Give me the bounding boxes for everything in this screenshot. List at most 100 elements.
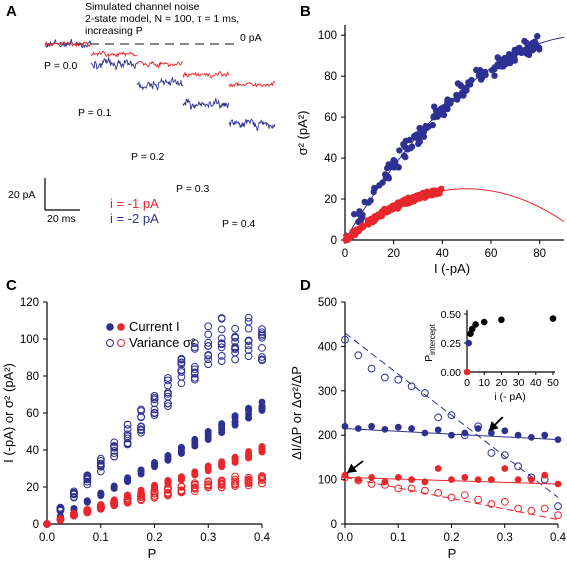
c-point-1 <box>190 362 199 371</box>
trace-red-segment-1 <box>90 50 138 59</box>
inset-point-4 <box>472 321 479 328</box>
panel-d-x-label: P <box>448 546 457 561</box>
c-point-1 <box>190 373 199 382</box>
d-point-2 <box>434 465 442 472</box>
c-point-2 <box>245 454 253 462</box>
panel-a-subtitle-line1: 2-state model, N = 100, τ = 1 ms, <box>85 13 239 25</box>
c-point-3 <box>258 479 266 488</box>
c-point-1 <box>217 352 226 360</box>
d-ytick-label-1: 100 <box>318 475 337 487</box>
panel-label-d: D <box>300 277 311 294</box>
legend-variance-red-marker <box>117 339 125 347</box>
d-point-0 <box>434 426 442 434</box>
d-xtick-label-1: 0.1 <box>390 532 406 544</box>
b-point-red <box>359 223 366 231</box>
c-point-1 <box>70 493 78 501</box>
panel-label-c: C <box>6 277 17 294</box>
trace-red-segment-0 <box>44 40 92 48</box>
d-point-0 <box>528 434 535 441</box>
c-point-3 <box>83 508 92 517</box>
inset-data <box>463 315 557 376</box>
d-point-1 <box>394 375 403 384</box>
d-point-1 <box>487 449 496 457</box>
inset-ytick-label-2: 0.50 <box>441 309 462 321</box>
d-xtick-label-0: 0.0 <box>337 532 353 544</box>
c-point-1 <box>177 373 186 381</box>
b-point-red <box>384 206 392 214</box>
b-point-blue <box>389 161 396 168</box>
c-point-1 <box>110 438 119 447</box>
c-point-1 <box>123 432 132 441</box>
c-point-2 <box>57 515 64 523</box>
inset-ytick-label-0: 0.00 <box>441 367 462 379</box>
b-point-blue <box>455 92 463 100</box>
d-arrow-crossing-head <box>488 421 499 431</box>
b-point-blue <box>514 46 521 53</box>
legend-variance-blue-marker <box>106 339 114 347</box>
c-point-1 <box>231 343 240 351</box>
c-point-1 <box>83 477 92 486</box>
c-point-3 <box>204 481 213 490</box>
b-point-blue <box>429 121 436 129</box>
d-point-0 <box>421 429 429 437</box>
c-point-0 <box>178 443 185 451</box>
p-label-4: P = 0.4 <box>222 218 256 230</box>
b-point-blue <box>500 63 507 70</box>
panel-a-traces: Simulated channel noise 2-state model, N… <box>8 1 276 230</box>
c-point-1 <box>258 344 266 352</box>
b-ytick-label-2: 40 <box>324 153 337 165</box>
inset-y-label-subscript: intercept <box>428 323 437 354</box>
d-point-3 <box>447 493 456 502</box>
panel-label-a: A <box>6 3 17 20</box>
trace-blue-segment-2 <box>136 77 184 91</box>
d-point-2 <box>474 476 482 483</box>
c-point-1 <box>244 324 253 333</box>
inset-xtick-label-1: 10 <box>478 377 490 389</box>
c-point-1 <box>137 425 146 434</box>
b-point-red <box>371 213 378 220</box>
d-point-3 <box>367 480 376 488</box>
d-point-0 <box>368 422 375 430</box>
d-point-3 <box>554 511 562 519</box>
d-point-1 <box>474 422 483 431</box>
c-point-1 <box>190 343 199 352</box>
d-xtick-label-2: 0.2 <box>444 532 460 544</box>
c-point-0 <box>258 406 266 414</box>
c-point-3 <box>231 475 240 484</box>
c-ytick-label-2: 40 <box>26 445 39 457</box>
legend-blue-unit-current: i = -2 pA <box>110 211 159 226</box>
c-point-1 <box>204 360 213 369</box>
c-point-1 <box>177 379 186 388</box>
panel-d-inset: 0 10 20 30 40 50 0.00 0.25 0.50 i (- pA) Pinterc… <box>423 309 559 403</box>
inset-point-7 <box>549 315 557 322</box>
p-label-0: P = 0.0 <box>44 60 78 72</box>
d-point-2 <box>448 476 455 483</box>
inset-point-3 <box>468 325 476 333</box>
b-point-blue <box>457 82 464 89</box>
b-ytick-label-1: 20 <box>324 194 337 206</box>
panel-b-ticks: 0 20 40 60 80 0 20 40 60 80 100 <box>318 30 546 260</box>
c-point-1 <box>150 405 159 414</box>
trace-blue-segment-1 <box>90 56 138 71</box>
c-point-2 <box>43 520 51 528</box>
inset-xtick-label-0: 0 <box>464 377 470 389</box>
d-point-0 <box>354 425 362 432</box>
d-point-0 <box>394 423 402 431</box>
c-point-3 <box>70 511 78 520</box>
c-point-3 <box>83 506 92 514</box>
d-point-3 <box>500 497 509 506</box>
b-xtick-label-4: 80 <box>533 248 546 260</box>
b-point-blue <box>437 106 444 113</box>
c-point-1 <box>96 462 105 471</box>
b-point-blue <box>370 188 377 196</box>
c-point-0 <box>245 407 253 414</box>
trace-red-segment-2 <box>136 60 184 69</box>
c-point-3 <box>164 484 172 493</box>
d-point-0 <box>474 425 482 432</box>
d-point-3 <box>474 495 483 504</box>
c-point-3 <box>204 477 213 486</box>
d-point-2 <box>554 480 562 488</box>
c-point-0 <box>164 452 172 459</box>
